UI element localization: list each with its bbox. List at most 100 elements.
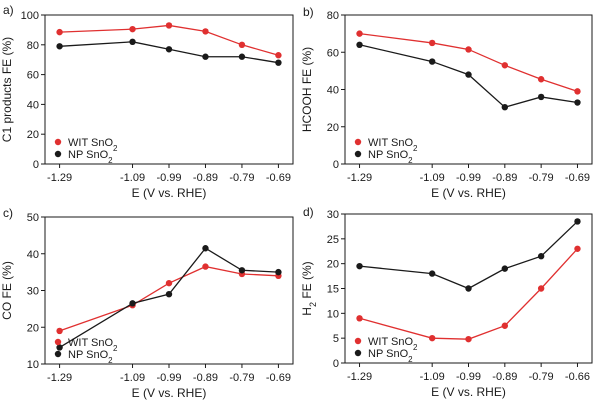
x-tick-label: -0.89 (193, 172, 218, 184)
x-axis-label: E (V vs. RHE) (431, 186, 506, 200)
y-tick-label: 0 (333, 358, 339, 370)
data-point (356, 41, 363, 48)
data-point (537, 93, 545, 101)
y-axis-label: CO FE (%) (0, 261, 14, 320)
data-point (574, 218, 581, 225)
series-line (59, 41, 279, 64)
y-tick-label: 10 (27, 359, 39, 371)
legend-label: NP SnO2 (68, 349, 113, 365)
data-point (165, 22, 173, 29)
data-point (465, 335, 472, 343)
y-tick-label: 10 (327, 308, 339, 320)
y-tick-label: 20 (327, 259, 339, 271)
x-tick-label: -0.99 (456, 172, 481, 184)
x-tick-label: -0.79 (529, 371, 554, 383)
x-axis-label: E (V vs. RHE) (132, 386, 207, 400)
y-axis-label: HCOOH FE (%) (300, 47, 314, 132)
data-point (56, 43, 63, 50)
panel-label: d) (303, 205, 314, 219)
x-tick-label: -1.29 (47, 372, 72, 384)
series-line (59, 247, 279, 349)
y-tick-label: 80 (27, 40, 39, 52)
x-tick-label: -0.69 (266, 172, 291, 184)
series-2 (356, 218, 581, 292)
y-tick-label: 40 (327, 85, 339, 97)
data-point (129, 300, 136, 307)
x-tick-label: -1.09 (420, 172, 445, 184)
panel-3: c) 10 20 30 40 50 -1.29 -1.09 -0.99 -0.89 -0.79 -0.… (0, 206, 294, 400)
data-point (165, 46, 173, 53)
data-point (56, 327, 63, 335)
data-point (275, 59, 282, 66)
data-point (275, 52, 282, 59)
y-tick-label: 30 (27, 286, 39, 298)
data-point (428, 39, 436, 47)
y-axis-label: H2 FE (%) (300, 261, 318, 315)
data-point (537, 76, 545, 83)
data-point (465, 71, 472, 78)
data-point (428, 58, 436, 65)
x-tick-label: -1.29 (347, 371, 372, 383)
y-tick-label: 25 (327, 234, 339, 246)
series-1 (356, 245, 581, 343)
series-2 (56, 38, 282, 66)
y-tick-label: 50 (27, 212, 39, 224)
data-point (574, 99, 581, 106)
data-point (501, 103, 509, 111)
data-point (165, 290, 173, 298)
data-point (275, 268, 282, 276)
x-tick-label: -1.29 (47, 172, 72, 184)
data-point (165, 279, 173, 287)
panel-2: b) 0 20 40 60 80 -1.29 -1.09 -0.99 -0.89 -0.79 -0.6… (300, 5, 593, 200)
y-tick-label: 20 (27, 129, 39, 141)
data-point (501, 62, 509, 69)
data-point (202, 263, 209, 270)
data-point (501, 322, 509, 329)
data-point (238, 267, 246, 274)
series-1 (56, 22, 282, 59)
x-tick-label: -0.89 (193, 372, 218, 384)
x-tick-label: -1.29 (347, 172, 372, 184)
legend-label: NP SnO2 (368, 348, 413, 364)
series-2 (56, 245, 282, 351)
data-point (202, 245, 209, 252)
y-tick-label: 60 (327, 47, 339, 59)
data-point (465, 46, 472, 53)
x-tick-label: -0.99 (456, 371, 481, 383)
y-tick-label: 0 (33, 159, 39, 171)
x-tick-label: -1.09 (120, 172, 145, 184)
panel-4: d) 0 5 10 15 20 25 30 -1.29 -1.09 -0.99 -0.89 -0.79-… (300, 205, 593, 399)
legend-label: WIT SnO2 (368, 336, 418, 352)
series-line (359, 32, 578, 92)
x-tick-label: -1.09 (120, 372, 145, 384)
legend-label: NP SnO2 (68, 149, 113, 165)
x-tick-label: -0.79 (529, 172, 554, 184)
panel-label: b) (303, 5, 314, 19)
data-point (238, 41, 246, 48)
data-point (202, 28, 209, 35)
data-point (428, 334, 436, 342)
data-point (129, 38, 136, 46)
panel-label: a) (3, 3, 14, 17)
y-tick-label: 100 (21, 10, 39, 22)
data-point (129, 25, 136, 33)
data-point (501, 265, 509, 272)
data-point (537, 253, 545, 260)
series-line (59, 24, 279, 56)
x-axis-label: E (V vs. RHE) (132, 186, 207, 200)
x-tick-label: -0.99 (156, 172, 181, 184)
y-tick-label: 40 (27, 249, 39, 261)
data-point (356, 315, 363, 322)
y-axis-label: C1 products FE (%) (0, 37, 14, 142)
legend-label: WIT SnO2 (368, 137, 418, 153)
legend-label: WIT SnO2 (68, 337, 118, 353)
data-point (428, 270, 436, 277)
data-point (202, 53, 209, 60)
series-1 (56, 263, 282, 335)
y-tick-label: 80 (327, 10, 339, 22)
series-line (359, 248, 578, 340)
